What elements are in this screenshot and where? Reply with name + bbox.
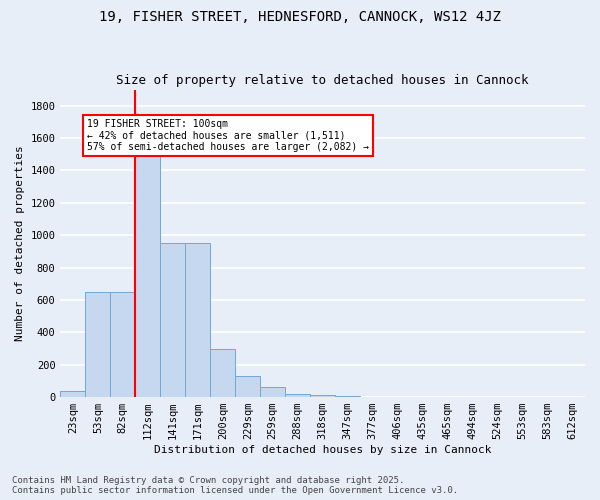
Bar bbox=[210, 350, 235, 397]
Text: 19 FISHER STREET: 100sqm
← 42% of detached houses are smaller (1,511)
57% of sem: 19 FISHER STREET: 100sqm ← 42% of detach… bbox=[86, 118, 368, 152]
Bar bbox=[260, 388, 285, 397]
Y-axis label: Number of detached properties: Number of detached properties bbox=[15, 146, 25, 341]
Bar bbox=[160, 244, 185, 397]
Text: Contains HM Land Registry data © Crown copyright and database right 2025.
Contai: Contains HM Land Registry data © Crown c… bbox=[12, 476, 458, 495]
X-axis label: Distribution of detached houses by size in Cannock: Distribution of detached houses by size … bbox=[154, 445, 491, 455]
Bar bbox=[136, 154, 160, 397]
Bar bbox=[310, 396, 335, 397]
Bar bbox=[235, 376, 260, 397]
Bar bbox=[110, 292, 136, 397]
Bar bbox=[335, 396, 360, 397]
Bar bbox=[85, 292, 110, 397]
Bar bbox=[285, 394, 310, 397]
Text: 19, FISHER STREET, HEDNESFORD, CANNOCK, WS12 4JZ: 19, FISHER STREET, HEDNESFORD, CANNOCK, … bbox=[99, 10, 501, 24]
Bar bbox=[61, 390, 85, 397]
Title: Size of property relative to detached houses in Cannock: Size of property relative to detached ho… bbox=[116, 74, 529, 87]
Bar bbox=[185, 244, 210, 397]
